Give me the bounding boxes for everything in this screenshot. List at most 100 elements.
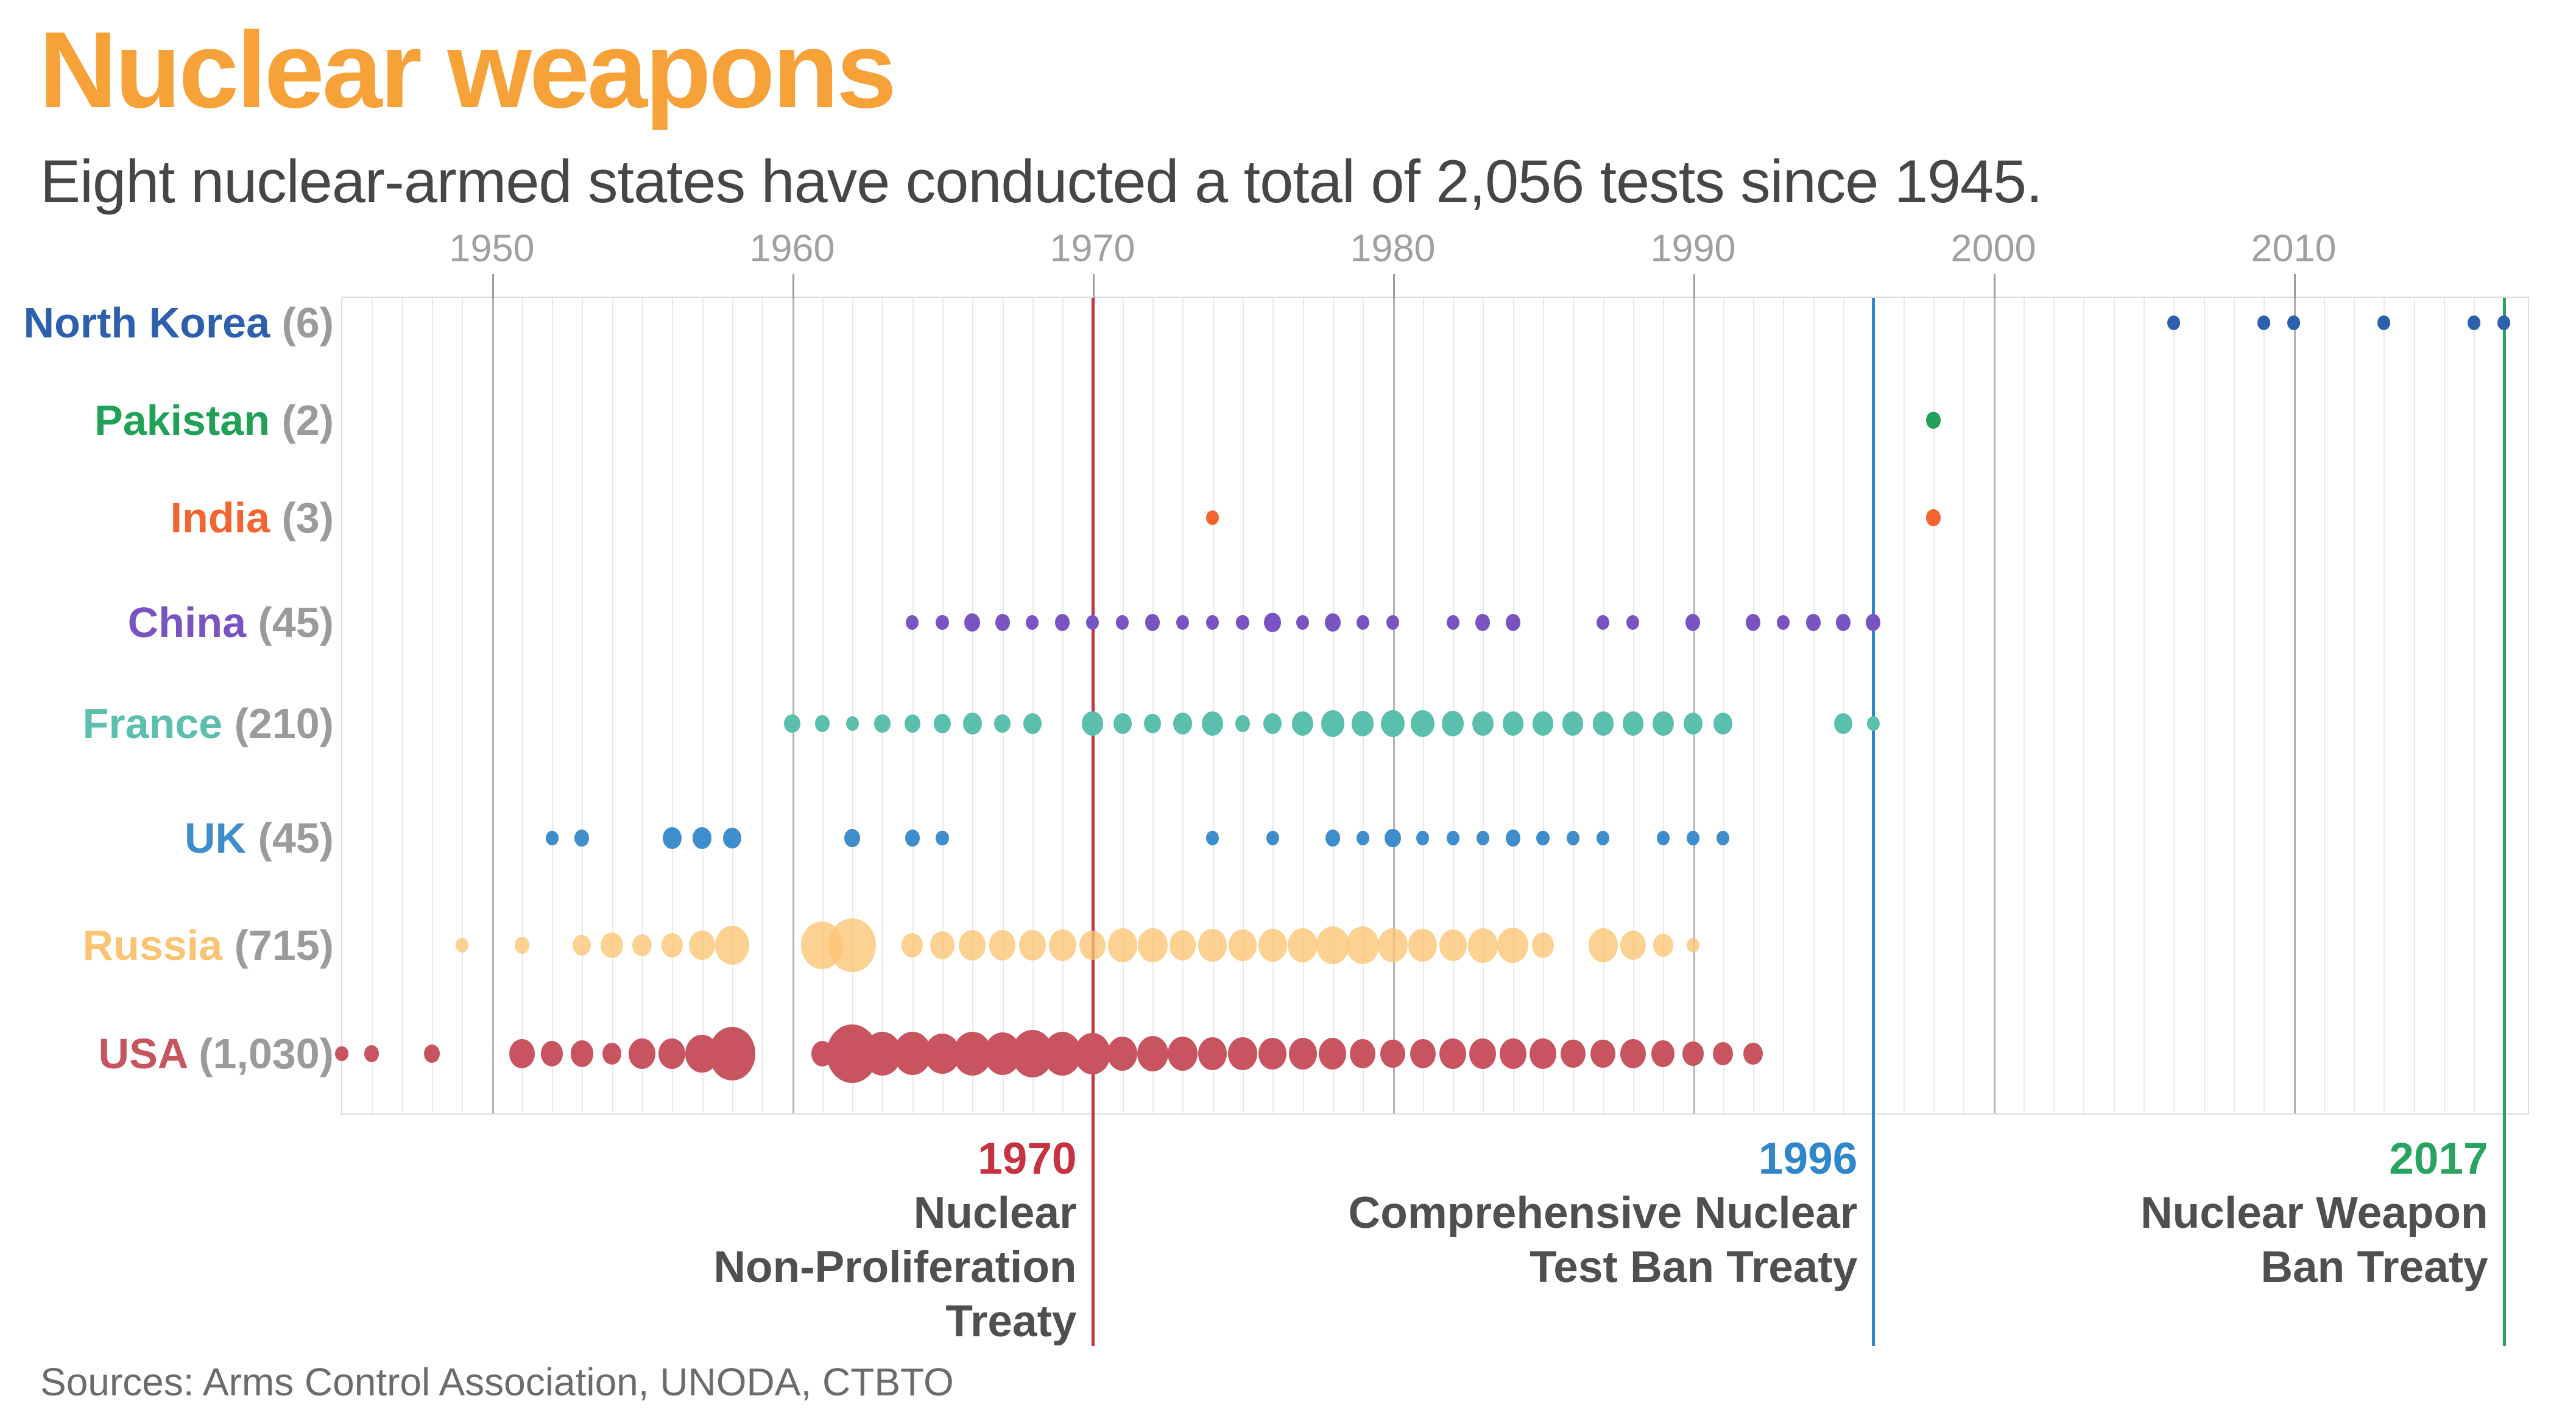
country-test-count: (3) (270, 494, 334, 541)
year-gridline (1543, 298, 1544, 1113)
test-bubble (1776, 615, 1790, 630)
country-name: UK (184, 814, 247, 862)
test-bubble (722, 827, 741, 849)
test-bubble (1206, 830, 1219, 846)
test-bubble (628, 1038, 656, 1070)
test-bubble (1805, 614, 1821, 631)
year-gridline (2233, 298, 2235, 1113)
test-bubble (1560, 1039, 1586, 1068)
year-gridline (1663, 298, 1665, 1113)
year-gridline (2053, 298, 2055, 1113)
test-bubble (902, 932, 923, 958)
year-gridline (492, 298, 494, 1113)
test-bubble (1925, 412, 1941, 429)
axis-tick (1693, 274, 1695, 298)
test-bubble (828, 918, 876, 973)
test-bubble (1263, 713, 1282, 735)
test-bubble (1385, 828, 1401, 848)
test-bubble (1107, 1036, 1138, 1071)
year-gridline (1573, 298, 1575, 1113)
year-gridline (2023, 298, 2025, 1113)
axis-tick-label: 1980 (1350, 227, 1436, 270)
country-name: Pakistan (94, 397, 270, 444)
test-bubble (2167, 315, 2180, 331)
sources-note: Sources: Arms Control Association, UNODA… (40, 1360, 954, 1404)
test-bubble (844, 828, 861, 848)
test-bubble (1439, 929, 1467, 961)
test-bubble (1023, 713, 1042, 735)
test-bubble (708, 1027, 756, 1080)
year-gridline (1392, 298, 1395, 1113)
test-bubble (1079, 930, 1106, 960)
test-bubble (455, 937, 468, 953)
year-gridline (972, 298, 974, 1113)
test-bubble (1686, 830, 1700, 846)
year-gridline (2264, 298, 2265, 1113)
year-gridline (2474, 298, 2475, 1113)
axis-tick-label: 1950 (449, 227, 535, 270)
year-gridline (1603, 298, 1604, 1113)
year-gridline (372, 298, 373, 1113)
test-bubble (1107, 928, 1137, 962)
test-bubble (1408, 929, 1438, 962)
year-gridline (2203, 298, 2205, 1113)
test-bubble (1597, 615, 1610, 630)
year-gridline (1272, 298, 1274, 1113)
test-bubble (933, 713, 951, 734)
test-bubble (715, 926, 749, 965)
test-bubble (1588, 928, 1618, 962)
test-bubble (1176, 615, 1189, 630)
test-bubble (2257, 315, 2270, 331)
year-gridline (1512, 298, 1514, 1113)
treaty-name-line: Nuclear Weapon (2140, 1188, 2488, 1238)
test-bubble (1652, 711, 1674, 736)
year-gridline (732, 298, 733, 1113)
test-bubble (904, 714, 920, 733)
test-bubble (1085, 615, 1099, 630)
test-bubble (1319, 1038, 1347, 1070)
year-gridline (702, 298, 704, 1113)
test-bubble (545, 830, 559, 846)
year-gridline (1182, 298, 1184, 1113)
test-bubble (1713, 1042, 1734, 1065)
year-gridline (1243, 298, 1244, 1113)
year-gridline (2113, 298, 2115, 1113)
treaty-name-line: Treaty (945, 1297, 1077, 1346)
test-bubble (1626, 615, 1640, 630)
test-bubble (1685, 614, 1701, 631)
test-bubble (1055, 614, 1070, 631)
test-bubble (1469, 1038, 1497, 1070)
year-gridline (401, 298, 403, 1113)
test-bubble (1229, 929, 1257, 961)
test-bubble (1198, 929, 1227, 962)
test-bubble (1497, 927, 1529, 964)
treaty-annotation-2017: 2017 Nuclear Weapon Ban Treaty (2140, 1132, 2488, 1294)
country-name: India (170, 494, 270, 541)
test-bubble (632, 934, 652, 957)
year-gridline (762, 298, 764, 1113)
test-bubble (1531, 932, 1554, 958)
test-bubble (1264, 612, 1282, 633)
country-name: France (82, 700, 223, 747)
row-label-pakistan: Pakistan (2) (94, 396, 334, 445)
test-bubble (1235, 715, 1250, 732)
test-bubble (1356, 830, 1369, 846)
test-bubble (874, 714, 891, 733)
treaty-year: 1996 (1758, 1134, 1858, 1183)
test-bubble (1835, 614, 1851, 631)
country-test-count: (45) (246, 599, 334, 646)
test-bubble (1446, 830, 1459, 846)
test-bubble (1169, 930, 1196, 960)
year-gridline (1422, 298, 1424, 1113)
test-bubble (1266, 830, 1279, 846)
treaty-annotation-1996: 1996 Comprehensive Nuclear Test Ban Treaty (1349, 1132, 1858, 1294)
country-name: USA (98, 1030, 187, 1077)
test-bubble (1137, 1035, 1168, 1072)
test-bubble (540, 1041, 563, 1066)
year-gridline (1062, 298, 1064, 1113)
year-gridline (642, 298, 643, 1113)
test-bubble (906, 615, 919, 630)
test-bubble (1592, 711, 1614, 736)
test-bubble (1202, 711, 1224, 736)
